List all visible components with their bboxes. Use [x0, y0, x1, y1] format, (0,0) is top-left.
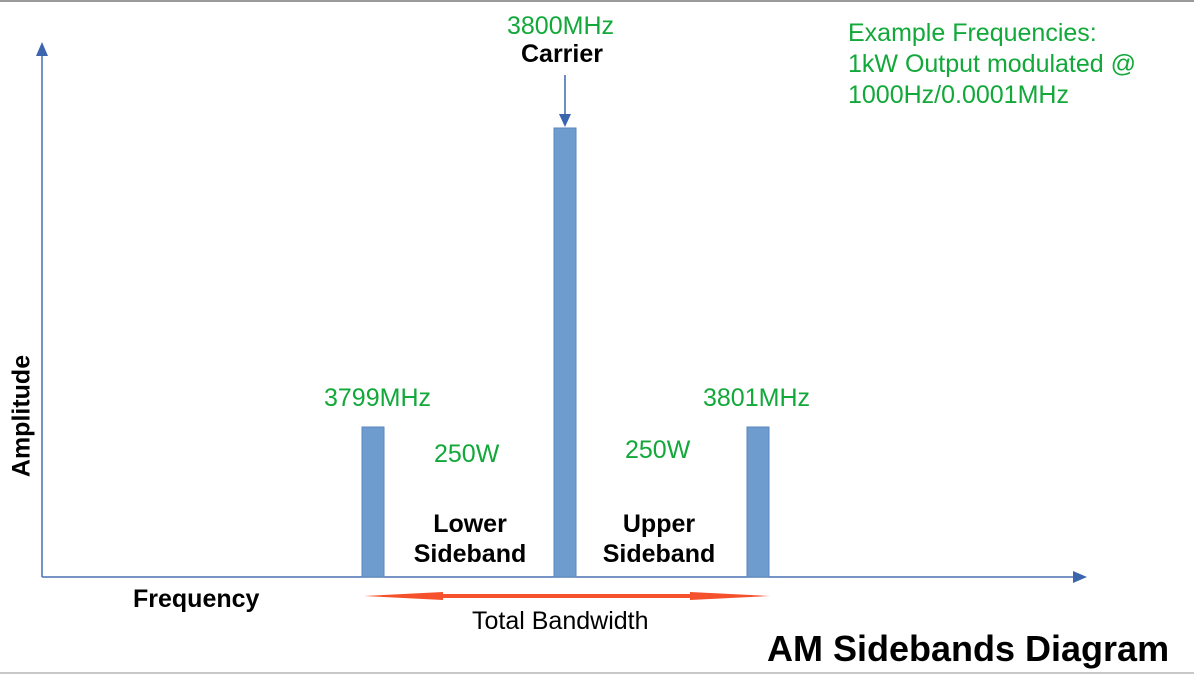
bandwidth-double-arrow-icon: [364, 592, 770, 600]
bandwidth-label: Total Bandwidth: [472, 607, 649, 635]
note-line-3: 1000Hz/0.0001MHz: [848, 81, 1069, 109]
bar-lower-sideband: [361, 426, 385, 578]
carrier-frequency-label: 3800MHz: [507, 12, 614, 40]
example-note: Example Frequencies: 1kW Output modulate…: [848, 18, 1136, 111]
y-axis-label: Amplitude: [7, 354, 36, 478]
lower-sideband-line-1: Lower: [433, 510, 507, 538]
upper-power-label: 250W: [625, 436, 691, 464]
x-axis-label: Frequency: [133, 585, 260, 613]
bar-carrier: [553, 127, 577, 578]
diagram-title: AM Sidebands Diagram: [767, 628, 1170, 669]
upper-sideband-line-2: Sideband: [602, 540, 716, 568]
x-axis-arrowhead-icon: [1073, 571, 1087, 583]
note-line-1: Example Frequencies:: [848, 19, 1097, 47]
upper-frequency-label: 3801MHz: [703, 384, 810, 412]
lower-sideband-label: Lower Sideband: [400, 509, 540, 569]
lower-frequency-label: 3799MHz: [324, 384, 431, 412]
bottom-border: [0, 672, 1194, 674]
carrier-pointer-arrowhead-icon: [559, 114, 571, 127]
y-axis-arrowhead-icon: [36, 42, 48, 56]
bar-upper-sideband: [746, 426, 770, 578]
upper-sideband-line-1: Upper: [622, 510, 696, 538]
top-border: [0, 0, 1194, 2]
note-line-2: 1kW Output modulated @: [848, 50, 1137, 78]
lower-sideband-line-2: Sideband: [413, 540, 527, 568]
carrier-label: Carrier: [521, 40, 603, 68]
lower-power-label: 250W: [434, 440, 500, 468]
upper-sideband-label: Upper Sideband: [589, 509, 729, 569]
